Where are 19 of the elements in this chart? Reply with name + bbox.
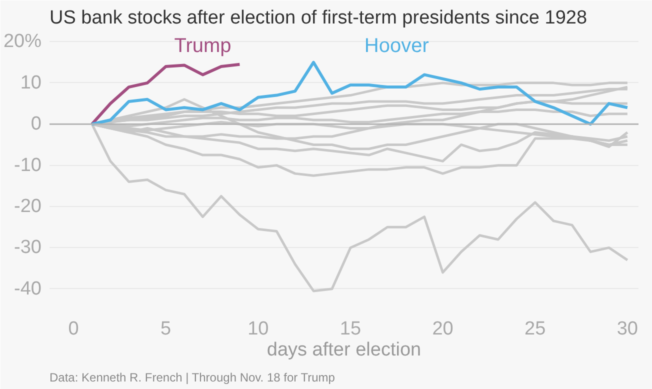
x-tick-label: 25	[524, 318, 546, 340]
y-tick-label: 0	[30, 114, 42, 135]
y-tick-label: -40	[14, 278, 42, 300]
series-label: Hoover	[364, 34, 430, 57]
text: Data: Kenneth R. French | Through Nov. 18 for Trump	[50, 370, 336, 384]
y-tick-label: 10	[20, 72, 42, 94]
y-tick-label: 20%	[3, 31, 42, 52]
y-tick-label: -20	[14, 196, 42, 218]
x-axis-title: days after election	[266, 340, 422, 360]
chart-title: US bank stocks after election of first-term presidents since 1928	[50, 8, 588, 28]
y-tick-label: -10	[14, 154, 42, 176]
x-tick-label: 0	[68, 318, 79, 340]
x-tick-label: 15	[340, 318, 362, 340]
x-tick-label: 10	[248, 318, 269, 340]
x-tick-label: 30	[616, 318, 638, 340]
y-tick-label: -30	[14, 237, 42, 258]
series-label: Trump	[174, 34, 232, 57]
x-tick-label: 5	[160, 318, 172, 340]
x-tick-label: 20	[432, 318, 454, 340]
